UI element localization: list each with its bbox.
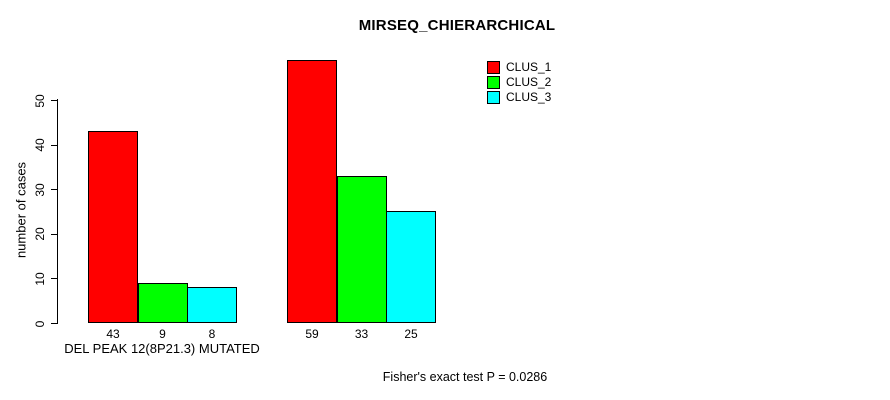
- legend-item-clus2: CLUS_2: [487, 75, 551, 89]
- bar-clus_1-group2: [287, 60, 337, 323]
- bar-clus_2-group2: [336, 176, 387, 323]
- legend-label: CLUS_3: [506, 90, 552, 104]
- bar-value-label: 8: [208, 327, 216, 341]
- bar-value-label: 25: [404, 327, 418, 341]
- y-tick: [51, 233, 58, 235]
- y-tick: [51, 323, 58, 324]
- y-tick-label: 20: [33, 227, 47, 241]
- legend: CLUS_1 CLUS_2 CLUS_3: [487, 60, 551, 105]
- y-tick-label: 10: [33, 272, 47, 286]
- annotation-text: Fisher's exact test P = 0.0286: [382, 370, 548, 384]
- y-tick: [51, 100, 58, 101]
- bar-clus_1-group1: [88, 131, 138, 323]
- bar-value-label: 33: [354, 327, 369, 341]
- bar-clus_2-group1: [137, 283, 188, 323]
- y-tick-label: 0: [33, 320, 47, 327]
- group-label: DEL PEAK 12(8P21.3) MUTATED: [64, 341, 260, 356]
- legend-item-clus3: CLUS_3: [487, 90, 551, 104]
- bar-value-label: 43: [106, 327, 120, 341]
- bar-clus_3-group1: [187, 287, 237, 323]
- y-tick: [51, 278, 58, 280]
- bar-clus_3-group2: [386, 211, 436, 323]
- bar-value-label: 9: [159, 327, 166, 341]
- y-axis-line: [57, 99, 58, 324]
- legend-swatch-clus1: [487, 60, 500, 74]
- legend-item-clus1: CLUS_1: [487, 60, 551, 74]
- chart-title: MIRSEQ_CHIERARCHICAL: [358, 17, 556, 34]
- legend-label: CLUS_1: [506, 60, 552, 74]
- y-tick-label: 50: [33, 93, 47, 108]
- legend-swatch-clus3: [487, 90, 500, 104]
- y-tick-label: 40: [33, 138, 47, 152]
- y-tick: [51, 144, 58, 146]
- legend-swatch-clus2: [487, 75, 500, 89]
- bar-value-label: 59: [305, 327, 319, 341]
- y-tick-label: 30: [33, 183, 47, 197]
- legend-label: CLUS_2: [506, 75, 552, 89]
- y-axis-label: number of cases: [13, 161, 29, 259]
- y-tick: [51, 189, 58, 191]
